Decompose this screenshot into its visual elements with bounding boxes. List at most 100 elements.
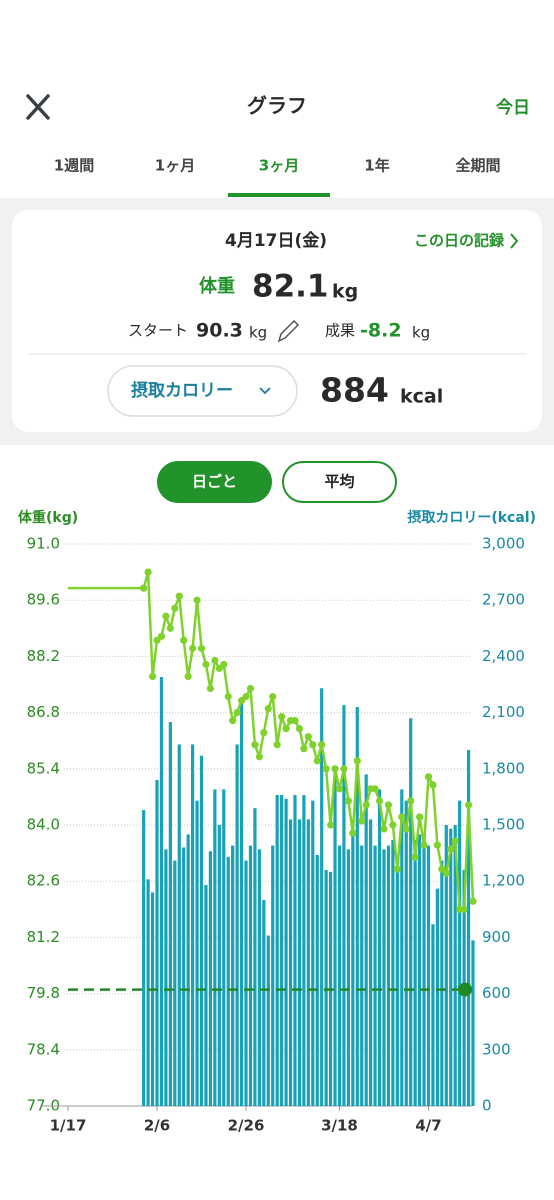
toggle-label[interactable]: 平均 bbox=[324, 473, 354, 491]
weight-dot bbox=[393, 865, 401, 873]
weight-dot bbox=[291, 717, 299, 725]
weight-dot bbox=[233, 709, 241, 717]
weight-dot bbox=[211, 656, 219, 665]
calorie-bar bbox=[208, 851, 213, 1106]
calorie-bar bbox=[244, 860, 248, 1106]
calorie-bar bbox=[155, 780, 159, 1106]
chart: 77.078.479.881.282.684.085.486.888.289.6… bbox=[27, 535, 525, 1135]
mode-toggle: 日ごと 平均 bbox=[157, 461, 397, 503]
weight-dot bbox=[344, 797, 352, 805]
today-button[interactable]: 今日 bbox=[496, 97, 530, 118]
y2-tick-label: 3,000 bbox=[482, 535, 525, 553]
calorie-bar bbox=[142, 810, 146, 1106]
weight-dot bbox=[349, 829, 357, 837]
metric-dropdown[interactable] bbox=[107, 365, 298, 417]
weight-dot bbox=[353, 757, 361, 765]
calorie-bar bbox=[458, 800, 462, 1106]
close-button[interactable] bbox=[26, 94, 50, 120]
calorie-bar bbox=[369, 819, 373, 1106]
weight-value: 82.1 bbox=[252, 269, 329, 305]
record-link[interactable]: この日の記録 bbox=[414, 232, 505, 250]
weight-dot bbox=[411, 853, 419, 861]
toggle-button[interactable] bbox=[282, 461, 397, 503]
y2-axis-title: 摂取カロリー(kcal) bbox=[407, 509, 536, 526]
weight-dot bbox=[429, 781, 437, 789]
weight-dot bbox=[295, 725, 304, 733]
weight-dot bbox=[304, 733, 312, 741]
weight-dot bbox=[140, 584, 148, 592]
calorie-bar bbox=[177, 744, 181, 1106]
y-tick-label: 79.8 bbox=[27, 984, 60, 1002]
date: 4月17日(金) bbox=[225, 230, 327, 251]
weight-dot bbox=[242, 692, 250, 701]
x-tick-label: 2/26 bbox=[228, 1117, 265, 1135]
calorie-bar bbox=[288, 819, 293, 1106]
calorie-bar bbox=[146, 879, 150, 1106]
calorie-bar bbox=[195, 800, 199, 1106]
tab[interactable]: 1ヶ月 bbox=[155, 157, 195, 175]
weight-dot bbox=[464, 801, 473, 809]
calorie-bar bbox=[346, 849, 350, 1106]
metric-dropdown-label[interactable]: 摂取カロリー bbox=[131, 380, 233, 401]
calorie-bar bbox=[204, 884, 208, 1106]
calorie-bar bbox=[284, 798, 288, 1106]
chevron bbox=[510, 233, 519, 249]
weight-dot bbox=[144, 568, 152, 576]
calorie-bar bbox=[404, 800, 408, 1106]
weight-dot bbox=[148, 672, 157, 681]
calorie-bar bbox=[297, 819, 302, 1106]
weight-dot bbox=[375, 797, 384, 805]
calorie-bar bbox=[173, 860, 177, 1106]
page-title: グラフ bbox=[247, 94, 307, 118]
calorie-bar bbox=[213, 789, 217, 1106]
calorie-bar bbox=[271, 845, 275, 1106]
tab-bar: 1週間 1ヶ月 3ヶ月 1年 全期間 bbox=[54, 157, 501, 197]
calorie-bar bbox=[435, 888, 439, 1106]
weight-dot bbox=[220, 660, 228, 669]
calorie-bar bbox=[293, 795, 297, 1106]
start-value: 90.3 bbox=[196, 320, 243, 342]
calorie-bar bbox=[306, 819, 310, 1106]
weight-dot bbox=[362, 801, 370, 809]
y-tick-label: 82.6 bbox=[27, 872, 60, 890]
calorie-bar bbox=[186, 834, 190, 1106]
y-tick-label: 85.4 bbox=[27, 759, 60, 777]
tab[interactable]: 1週間 bbox=[54, 157, 94, 175]
weight-dot bbox=[269, 692, 277, 701]
calorie-bar bbox=[364, 774, 368, 1106]
tab[interactable]: 3ヶ月 bbox=[259, 157, 299, 175]
tab[interactable]: 全期間 bbox=[455, 157, 500, 175]
edit-icon[interactable] bbox=[277, 319, 300, 343]
calorie-bar bbox=[159, 677, 164, 1106]
weight-dot bbox=[206, 684, 215, 693]
calorie-bar bbox=[440, 860, 444, 1106]
weight-dot bbox=[384, 801, 393, 809]
weight-dot bbox=[166, 624, 174, 632]
weight-dot bbox=[189, 644, 197, 652]
weight-dot bbox=[340, 765, 348, 773]
weight-dot bbox=[433, 841, 441, 849]
calorie-bar bbox=[311, 800, 315, 1106]
calorie-bar bbox=[320, 688, 324, 1106]
weight-dot bbox=[246, 684, 255, 693]
calorie-bar bbox=[280, 795, 284, 1106]
weight-dot bbox=[415, 813, 424, 821]
calorie-bar bbox=[351, 830, 355, 1106]
tab[interactable]: 1年 bbox=[364, 157, 389, 175]
weight-dot bbox=[224, 692, 232, 701]
calorie-bar bbox=[324, 869, 328, 1106]
calorie-bar bbox=[262, 899, 266, 1106]
y-tick-label: 78.4 bbox=[27, 1040, 60, 1058]
toggle-button[interactable] bbox=[157, 461, 272, 503]
y2-tick-label: 2,400 bbox=[482, 647, 525, 665]
calorie-bar bbox=[426, 845, 431, 1106]
calorie-bar bbox=[373, 845, 377, 1106]
start-label: スタート bbox=[128, 322, 188, 340]
toggle-label[interactable]: 日ごと bbox=[192, 473, 237, 491]
calorie-bar bbox=[417, 834, 422, 1106]
calorie-bar bbox=[355, 706, 359, 1106]
calorie-bar bbox=[409, 718, 413, 1106]
calorie-bar bbox=[342, 705, 346, 1106]
weight-dot bbox=[273, 741, 281, 749]
weight-dot bbox=[442, 869, 450, 877]
